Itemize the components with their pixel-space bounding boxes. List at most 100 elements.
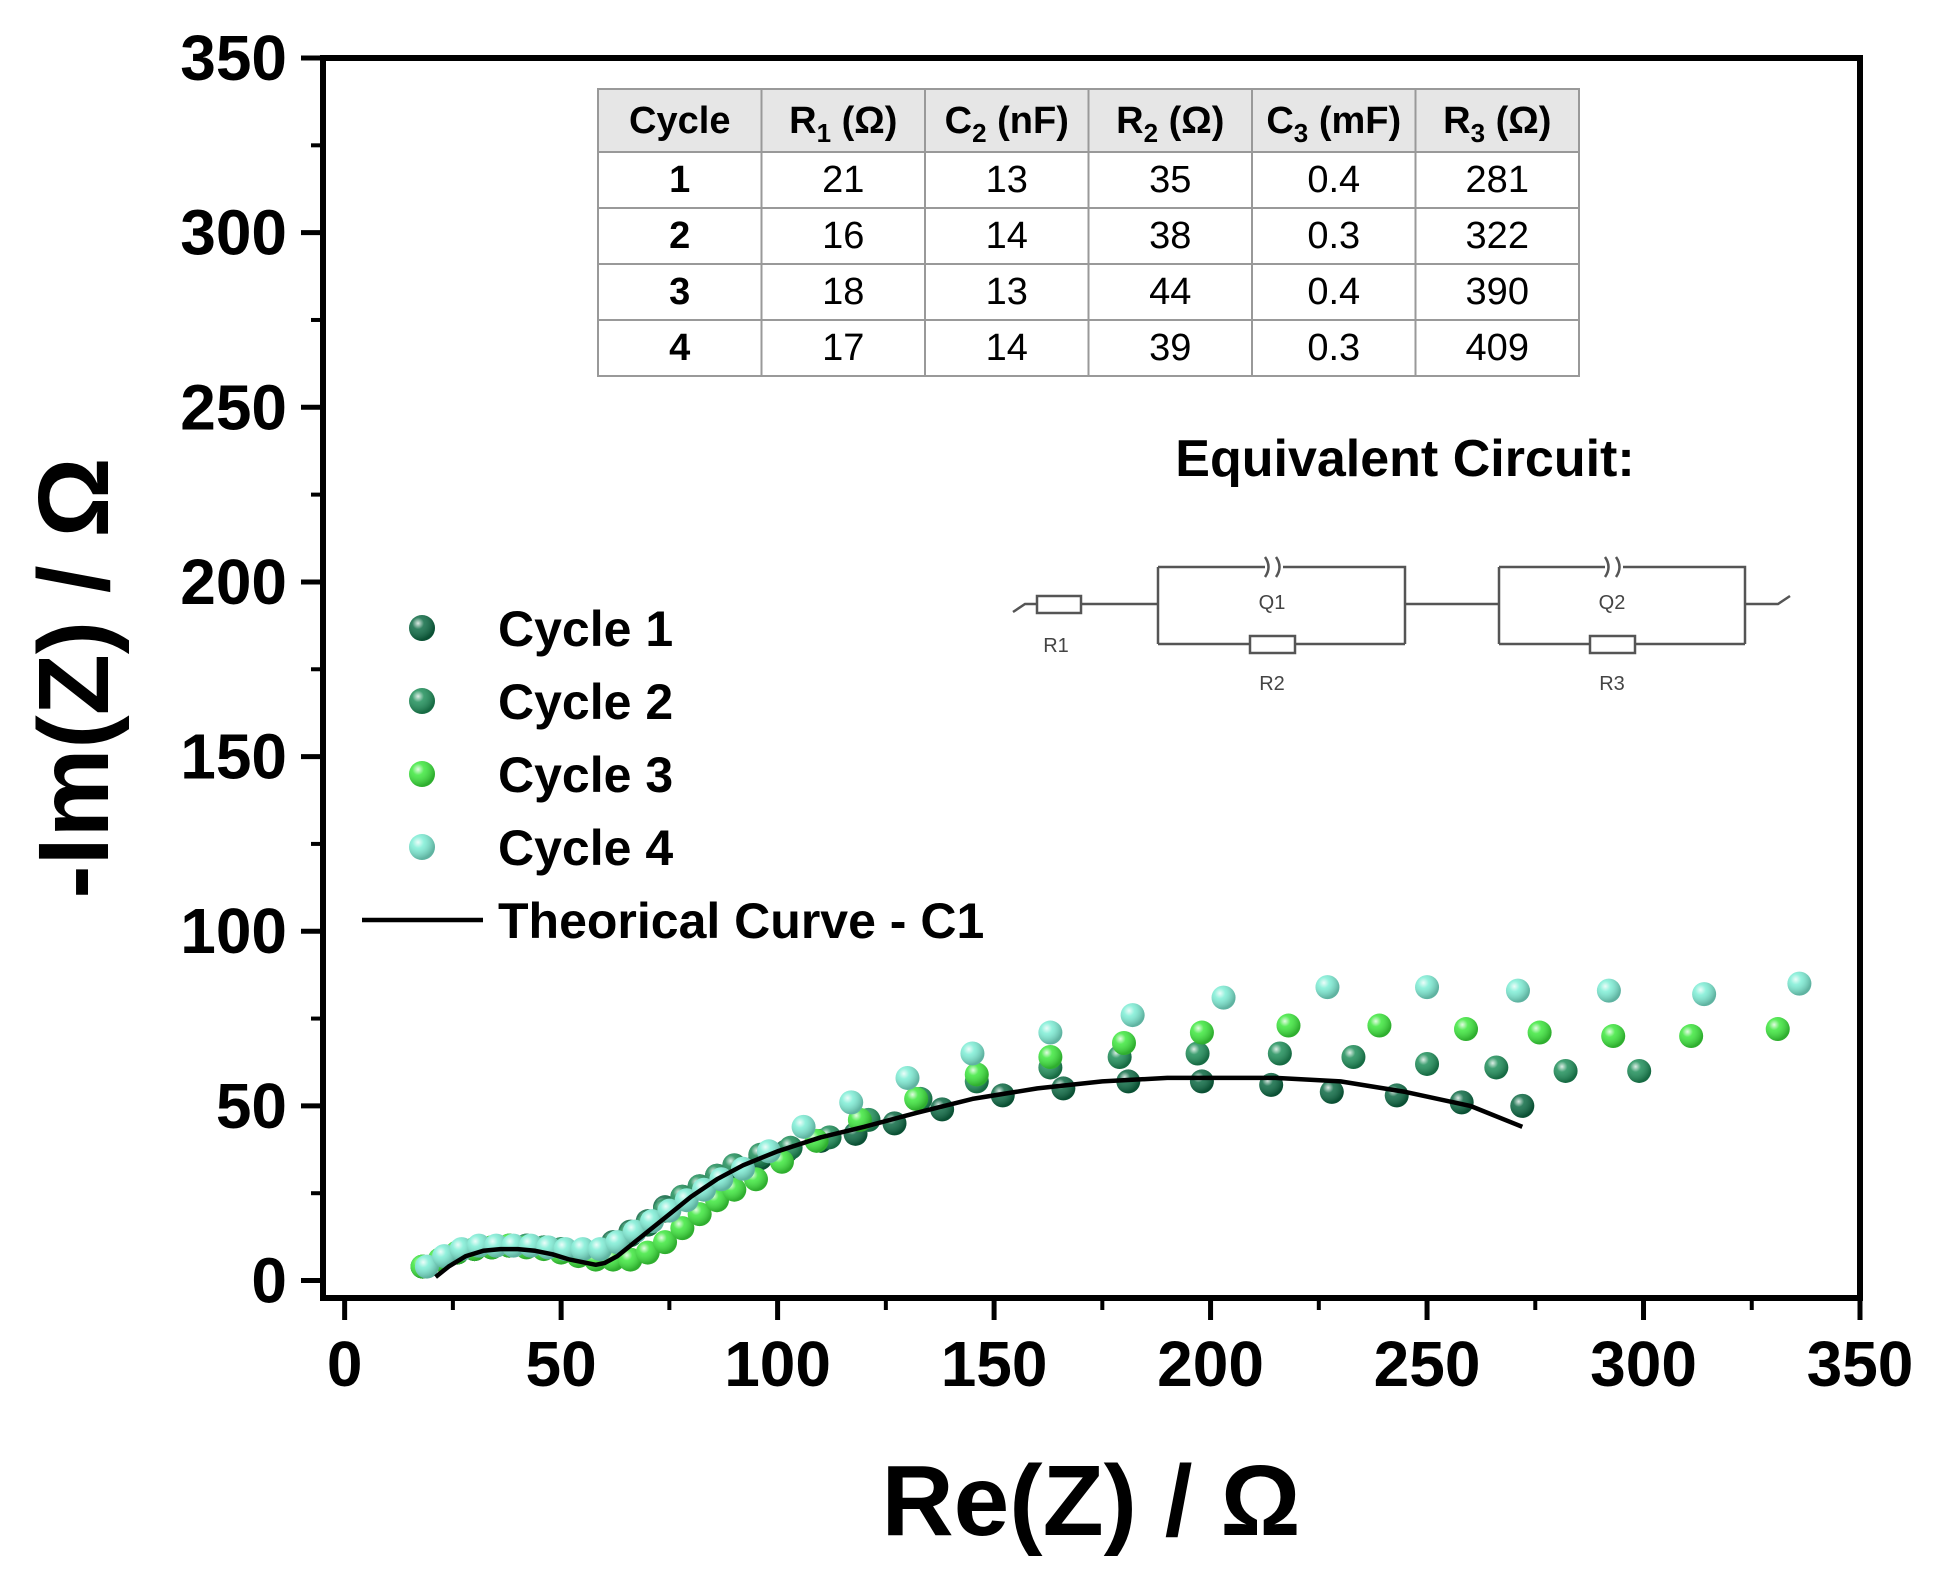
data-point (1596, 978, 1621, 1003)
legend-item: Cycle 3 (409, 747, 673, 803)
data-series (410, 971, 1812, 1279)
data-point (501, 1233, 526, 1258)
table-row-label: 2 (669, 215, 690, 257)
data-point (1553, 1058, 1578, 1083)
data-point (960, 1041, 985, 1066)
table-header-cell: C3 (mF) (1266, 100, 1401, 148)
data-point (1484, 1055, 1509, 1080)
y-tick-label: 100 (180, 895, 287, 967)
data-point (1454, 1017, 1479, 1042)
x-tick-label: 100 (724, 1328, 831, 1400)
data-point (1211, 985, 1236, 1010)
data-point (1038, 1020, 1063, 1045)
table-cell: 21 (822, 159, 864, 201)
theory-curve-line (434, 1075, 1524, 1279)
table-cell: 0.4 (1307, 271, 1360, 313)
legend: Cycle 1 Cycle 2 Cycle 3 Cycle 4 Theorical Cu… (362, 601, 984, 949)
y-tick-label: 200 (180, 546, 287, 618)
label-r1: R1 (1043, 635, 1069, 657)
data-point (1267, 1041, 1292, 1066)
data-point (640, 1209, 665, 1234)
data-point (653, 1230, 678, 1255)
legend-item: Cycle 2 (409, 674, 673, 730)
table-cell: 14 (986, 327, 1028, 369)
legend-label: Theorical Curve - C1 (498, 893, 984, 949)
data-point (1601, 1024, 1626, 1049)
table-cell: 0.3 (1307, 215, 1360, 257)
table-cell: 322 (1466, 215, 1529, 257)
x-tick-label: 50 (526, 1328, 597, 1400)
table-cell: 16 (822, 215, 864, 257)
table-cell: 13 (986, 159, 1028, 201)
data-point (1189, 1069, 1214, 1094)
table-row-label: 4 (669, 327, 690, 369)
data-point (1341, 1044, 1366, 1069)
table-cell: 38 (1149, 215, 1191, 257)
table-cell: 0.3 (1307, 327, 1360, 369)
data-point (1185, 1041, 1210, 1066)
data-point (904, 1086, 929, 1111)
data-point (1415, 1051, 1440, 1076)
x-tick-label: 150 (941, 1328, 1048, 1400)
table-header-cell: R3 (Ω) (1443, 100, 1551, 148)
table-cell: 35 (1149, 159, 1191, 201)
label-r3: R3 (1599, 673, 1625, 695)
label-r2: R2 (1259, 673, 1285, 695)
x-tick-label: 0 (327, 1328, 363, 1400)
table-header-cell: R2 (Ω) (1116, 100, 1224, 148)
legend-label: Cycle 4 (498, 820, 673, 876)
data-point (414, 1254, 439, 1279)
equivalent-circuit: Equivalent Circuit: R1 Q1 R2 Q2 R3 (1012, 430, 1791, 695)
y-tick-label: 150 (180, 721, 287, 793)
table-cell: 0.4 (1307, 159, 1360, 201)
data-point (791, 1114, 816, 1139)
data-point (964, 1062, 989, 1087)
table-cell: 409 (1466, 327, 1529, 369)
legend-item: Cycle 1 (409, 601, 673, 657)
data-point (839, 1090, 864, 1115)
legend-marker (409, 834, 435, 860)
table-cell: 44 (1149, 271, 1191, 313)
table-row-label: 1 (669, 159, 690, 201)
legend-marker (409, 615, 435, 641)
y-tick-label: 0 (251, 1245, 287, 1317)
data-point (635, 1240, 660, 1265)
data-point (1787, 971, 1812, 996)
series-theorical-curve-c1 (434, 1075, 1524, 1279)
y-tick-label: 300 (180, 197, 287, 269)
data-point (1038, 1044, 1063, 1069)
legend-label: Cycle 3 (498, 747, 673, 803)
table-cell: 17 (822, 327, 864, 369)
resistor-r1-symbol (1035, 594, 1083, 615)
cpe-q1-symbol (1263, 556, 1289, 578)
data-point (570, 1237, 595, 1262)
data-point (1051, 1076, 1076, 1101)
legend-marker (409, 688, 435, 714)
y-tick-label: 250 (180, 371, 287, 443)
data-point (1415, 975, 1440, 1000)
table-header-cell: Cycle (629, 100, 730, 142)
legend-item: Cycle 4 (409, 820, 673, 876)
data-point (605, 1230, 630, 1255)
data-point (1692, 982, 1717, 1007)
plot-frame (320, 55, 1863, 1301)
data-point (1120, 1003, 1145, 1028)
data-point (1765, 1017, 1790, 1042)
label-q1: Q1 (1259, 592, 1286, 614)
x-tick-label: 300 (1590, 1328, 1697, 1400)
table-cell: 390 (1466, 271, 1529, 313)
y-tick-label: 50 (216, 1070, 287, 1142)
data-point (1111, 1031, 1136, 1056)
data-point (1367, 1013, 1392, 1038)
table-cell: 39 (1149, 327, 1191, 369)
x-tick-label: 250 (1374, 1328, 1481, 1400)
resistor-r3-symbol (1588, 634, 1637, 655)
data-point (1319, 1079, 1344, 1104)
data-point (1276, 1013, 1301, 1038)
circuit-wires (1012, 565, 1791, 646)
cpe-q2-symbol (1603, 556, 1629, 578)
legend-item: Theorical Curve - C1 (362, 893, 984, 949)
data-point (1189, 1020, 1214, 1045)
label-q2: Q2 (1599, 592, 1626, 614)
table-row-label: 3 (669, 271, 690, 313)
